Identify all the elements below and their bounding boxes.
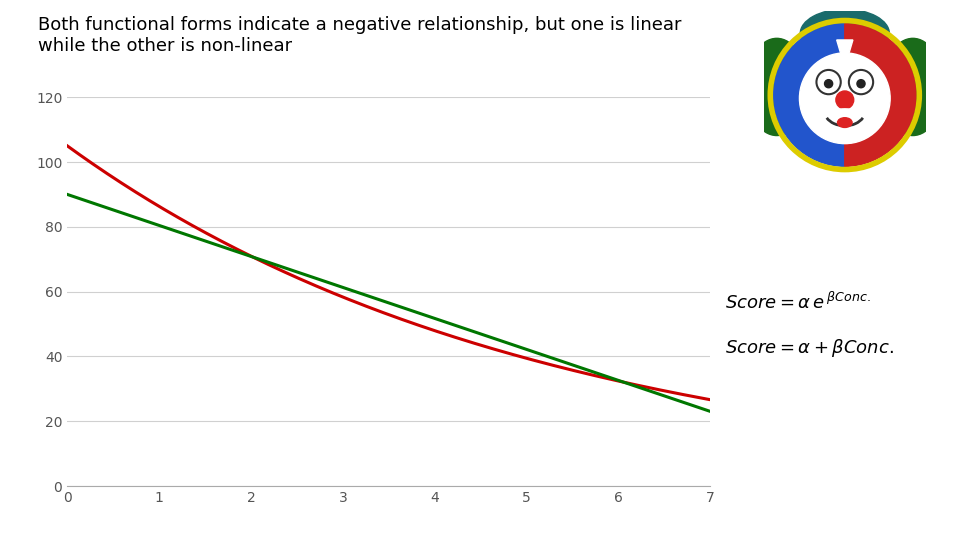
- Text: Both functional forms indicate a negative relationship, but one is linear
while : Both functional forms indicate a negativ…: [38, 16, 682, 55]
- Circle shape: [800, 53, 890, 144]
- Ellipse shape: [746, 38, 807, 136]
- Circle shape: [849, 70, 874, 94]
- Circle shape: [825, 79, 832, 87]
- Circle shape: [857, 79, 865, 87]
- Circle shape: [836, 91, 853, 109]
- Text: $\mathit{Score} = \mathit{\alpha} + \mathit{\beta Conc.}$: $\mathit{Score} = \mathit{\alpha} + \mat…: [725, 338, 894, 359]
- Ellipse shape: [882, 38, 944, 136]
- Ellipse shape: [830, 109, 859, 123]
- Polygon shape: [837, 40, 852, 68]
- Ellipse shape: [837, 118, 852, 127]
- Wedge shape: [845, 24, 916, 166]
- Circle shape: [816, 70, 841, 94]
- Ellipse shape: [801, 9, 889, 58]
- Wedge shape: [774, 24, 845, 166]
- Text: $\mathit{Score} = \mathit{\alpha}\,e^{\,\mathit{\beta Conc.}}$: $\mathit{Score} = \mathit{\alpha}\,e^{\,…: [725, 292, 871, 313]
